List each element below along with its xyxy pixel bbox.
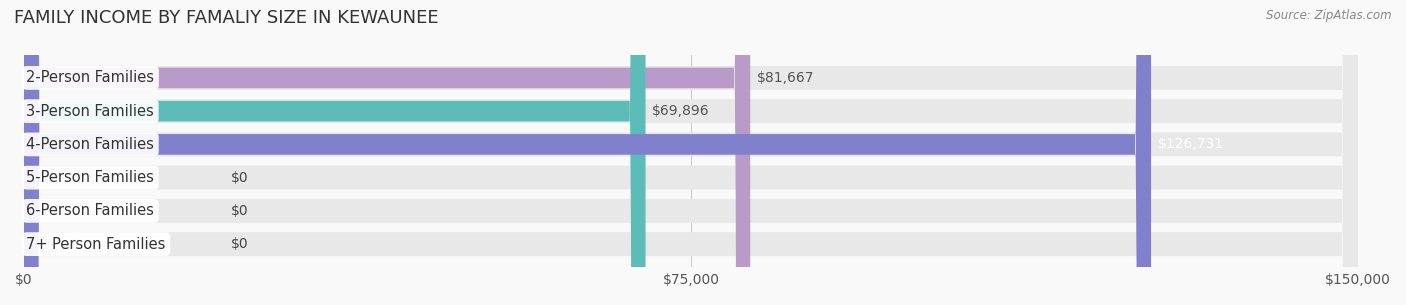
Text: 2-Person Families: 2-Person Families <box>27 70 155 85</box>
FancyBboxPatch shape <box>24 0 1358 305</box>
FancyBboxPatch shape <box>24 0 645 305</box>
Text: 5-Person Families: 5-Person Families <box>27 170 155 185</box>
Text: 6-Person Families: 6-Person Families <box>27 203 155 218</box>
Text: Source: ZipAtlas.com: Source: ZipAtlas.com <box>1267 9 1392 22</box>
Text: $0: $0 <box>231 204 249 218</box>
FancyBboxPatch shape <box>24 0 1358 305</box>
Text: $126,731: $126,731 <box>1157 137 1223 151</box>
Text: FAMILY INCOME BY FAMALIY SIZE IN KEWAUNEE: FAMILY INCOME BY FAMALIY SIZE IN KEWAUNE… <box>14 9 439 27</box>
FancyBboxPatch shape <box>24 0 1358 305</box>
FancyBboxPatch shape <box>24 0 1152 305</box>
FancyBboxPatch shape <box>24 0 1358 305</box>
Text: $81,667: $81,667 <box>756 71 814 85</box>
FancyBboxPatch shape <box>24 0 751 305</box>
Text: $0: $0 <box>231 170 249 185</box>
Text: 3-Person Families: 3-Person Families <box>27 104 155 119</box>
FancyBboxPatch shape <box>24 0 1358 305</box>
Text: $0: $0 <box>231 237 249 251</box>
Text: 7+ Person Families: 7+ Person Families <box>27 237 166 252</box>
FancyBboxPatch shape <box>24 0 1358 305</box>
Text: $69,896: $69,896 <box>652 104 710 118</box>
Text: 4-Person Families: 4-Person Families <box>27 137 155 152</box>
